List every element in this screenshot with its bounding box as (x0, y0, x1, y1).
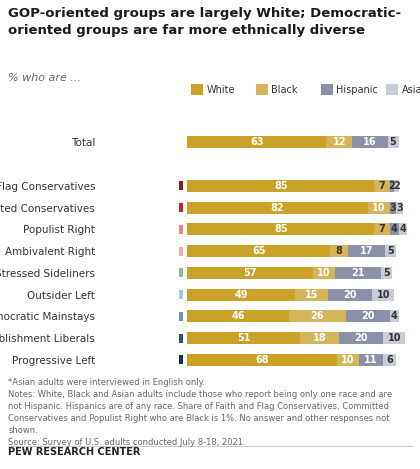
Text: 26: 26 (310, 311, 324, 321)
Text: 5: 5 (388, 246, 394, 256)
Bar (187, 223, 374, 235)
Bar (348, 245, 386, 257)
Text: 16: 16 (363, 137, 377, 147)
Bar (346, 310, 390, 322)
Text: 4: 4 (391, 224, 398, 234)
Text: 46: 46 (231, 311, 245, 321)
Bar (386, 245, 396, 257)
Bar (178, 290, 183, 299)
Bar (178, 312, 183, 321)
Bar (339, 332, 383, 344)
Text: PEW RESEARCH CENTER: PEW RESEARCH CENTER (8, 447, 141, 457)
Text: 10: 10 (376, 290, 390, 300)
Text: *Asian adults were interviewed in English only.
Notes: White, Black and Asian ad: *Asian adults were interviewed in Englis… (8, 378, 393, 447)
Bar (326, 136, 352, 148)
Bar (178, 203, 183, 212)
Text: 3: 3 (390, 203, 396, 212)
Bar (187, 267, 313, 279)
Text: 11: 11 (365, 355, 378, 365)
Bar (335, 267, 381, 279)
Text: Black: Black (271, 84, 298, 95)
Text: 57: 57 (243, 268, 257, 278)
Bar (187, 245, 331, 257)
Bar (178, 268, 183, 277)
Bar (187, 310, 289, 322)
Text: 3: 3 (396, 203, 403, 212)
Text: 8: 8 (336, 246, 343, 256)
Bar (388, 136, 399, 148)
Text: 20: 20 (354, 333, 368, 343)
Text: 18: 18 (312, 333, 326, 343)
Bar (399, 223, 407, 235)
Text: Asian*: Asian* (402, 84, 420, 95)
Bar (289, 310, 346, 322)
Text: 5: 5 (390, 137, 396, 147)
Bar (390, 180, 394, 192)
Text: 10: 10 (341, 355, 355, 365)
Text: 4: 4 (399, 224, 407, 234)
Bar (313, 267, 335, 279)
Text: 85: 85 (274, 224, 288, 234)
Bar (187, 332, 299, 344)
Text: % who are ...: % who are ... (8, 73, 81, 83)
Text: 82: 82 (271, 203, 284, 212)
Bar (187, 202, 368, 213)
Text: Hispanic: Hispanic (336, 84, 378, 95)
Text: White: White (206, 84, 235, 95)
Bar (187, 288, 295, 301)
Bar (295, 288, 328, 301)
Bar (390, 223, 399, 235)
Bar (178, 247, 183, 256)
Text: 12: 12 (333, 137, 346, 147)
Bar (383, 354, 396, 366)
Bar (328, 288, 372, 301)
Bar (178, 181, 183, 190)
Text: 85: 85 (274, 181, 288, 191)
Text: 63: 63 (250, 137, 263, 147)
Bar (394, 180, 399, 192)
Text: 10: 10 (372, 203, 386, 212)
Text: 2: 2 (388, 181, 395, 191)
Bar (178, 225, 183, 234)
Text: 51: 51 (237, 333, 250, 343)
Bar (187, 354, 337, 366)
Bar (396, 202, 403, 213)
Bar (187, 136, 326, 148)
Text: 68: 68 (255, 355, 269, 365)
Bar (372, 288, 394, 301)
Text: 20: 20 (344, 290, 357, 300)
Text: 10: 10 (317, 268, 331, 278)
Bar (390, 310, 399, 322)
Bar (187, 180, 374, 192)
Bar (381, 267, 392, 279)
Text: 2: 2 (393, 181, 400, 191)
Text: 15: 15 (305, 290, 318, 300)
Bar (299, 332, 339, 344)
Text: 7: 7 (379, 224, 386, 234)
Bar (374, 223, 390, 235)
Text: 65: 65 (252, 246, 265, 256)
Bar (390, 202, 396, 213)
Text: 49: 49 (234, 290, 248, 300)
Bar (352, 136, 388, 148)
Bar (337, 354, 359, 366)
Text: 21: 21 (351, 268, 365, 278)
Text: 20: 20 (361, 311, 375, 321)
Text: 7: 7 (379, 181, 386, 191)
Bar (178, 333, 183, 343)
Bar (374, 180, 390, 192)
Text: 5: 5 (383, 268, 390, 278)
Text: 17: 17 (360, 246, 373, 256)
Bar (383, 332, 405, 344)
Bar (331, 245, 348, 257)
Text: 10: 10 (388, 333, 401, 343)
Bar (368, 202, 390, 213)
Bar (178, 356, 183, 364)
Text: GOP-oriented groups are largely White; Democratic-
oriented groups are far more : GOP-oriented groups are largely White; D… (8, 7, 402, 37)
Text: 6: 6 (386, 355, 393, 365)
Text: 4: 4 (391, 311, 398, 321)
Bar (359, 354, 383, 366)
